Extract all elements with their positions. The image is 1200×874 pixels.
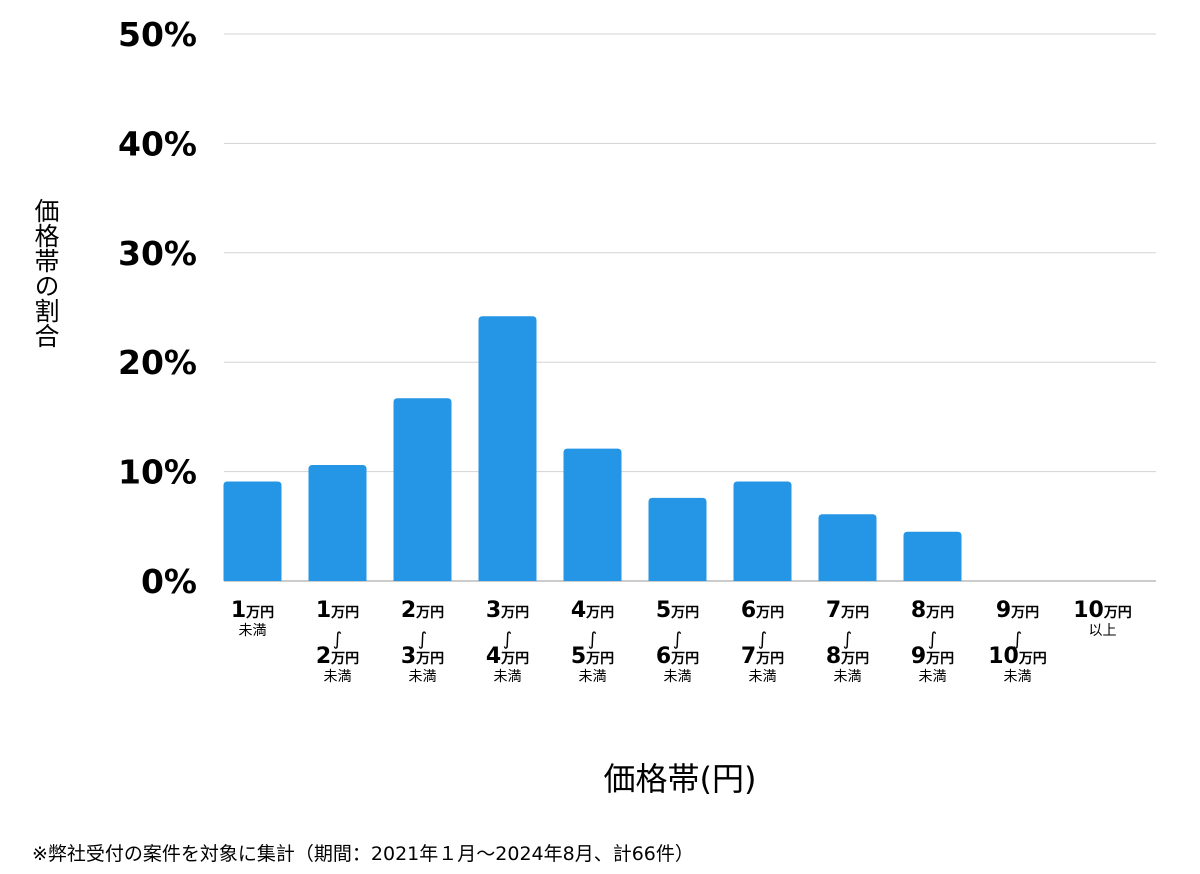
x-tick-range-mark: ∫ <box>1013 629 1022 650</box>
bar <box>478 316 537 581</box>
x-tick-label: 2万円 <box>401 598 444 623</box>
x-tick-label: 5万円 <box>656 598 699 623</box>
x-tick-sublabel: 未満 <box>324 669 352 685</box>
x-tick-label: 4万円 <box>571 598 614 623</box>
x-tick-range-mark: ∫ <box>588 629 597 650</box>
y-tick-label: 20% <box>118 343 197 382</box>
x-tick-label: 7万円 <box>741 644 784 669</box>
x-tick-label: 8万円 <box>911 598 954 623</box>
x-tick-label: 9万円 <box>996 598 1039 623</box>
x-tick-range-mark: ∫ <box>333 629 342 650</box>
x-tick-sublabel: 未満 <box>919 669 947 685</box>
y-tick-label: 30% <box>118 234 197 273</box>
x-tick-sublabel: 以上 <box>1089 623 1117 639</box>
bar <box>308 465 367 581</box>
x-tick-label: 7万円 <box>826 598 869 623</box>
x-tick-range-mark: ∫ <box>503 629 512 650</box>
x-tick-range-mark: ∫ <box>843 629 852 650</box>
x-tick-label: 3万円 <box>486 598 529 623</box>
y-tick-label: 50% <box>118 15 197 54</box>
x-tick-range-mark: ∫ <box>418 629 427 650</box>
bar <box>818 514 877 581</box>
y-tick-label: 40% <box>118 124 197 163</box>
x-tick-label: 1万円 <box>231 598 274 623</box>
x-tick-range-mark: ∫ <box>673 629 682 650</box>
bar <box>648 497 707 581</box>
y-axis-title: 価格帯の割合 <box>31 198 60 348</box>
y-tick-label: 10% <box>118 453 197 492</box>
bar <box>223 481 282 581</box>
x-tick-label: 6万円 <box>656 644 699 669</box>
x-tick-label: 1万円 <box>316 598 359 623</box>
x-tick-sublabel: 未満 <box>834 669 862 685</box>
x-tick-sublabel: 未満 <box>239 623 267 639</box>
bar <box>393 398 452 581</box>
bar <box>903 531 962 581</box>
x-tick-sublabel: 未満 <box>494 669 522 685</box>
x-tick-label: 6万円 <box>741 598 784 623</box>
x-tick-label: 10万円 <box>1073 598 1132 623</box>
x-tick-label: 8万円 <box>826 644 869 669</box>
bar <box>733 481 792 581</box>
x-tick-range-mark: ∫ <box>928 629 937 650</box>
x-tick-label: 9万円 <box>911 644 954 669</box>
x-tick-sublabel: 未満 <box>1004 669 1032 685</box>
x-tick-sublabel: 未満 <box>409 669 437 685</box>
bar <box>563 448 622 581</box>
x-axis-title: 価格帯(円) <box>603 760 757 798</box>
x-tick-sublabel: 未満 <box>579 669 607 685</box>
x-tick-label: 3万円 <box>401 644 444 669</box>
x-tick-range-mark: ∫ <box>758 629 767 650</box>
x-tick-sublabel: 未満 <box>749 669 777 685</box>
x-tick-label: 2万円 <box>316 644 359 669</box>
x-tick-label: 4万円 <box>486 644 529 669</box>
x-tick-label: 10万円 <box>988 644 1047 669</box>
x-tick-sublabel: 未満 <box>664 669 692 685</box>
y-tick-label: 0% <box>141 562 197 601</box>
x-tick-label: 5万円 <box>571 644 614 669</box>
footnote: ※弊社受付の案件を対象に集計（期間：2021年１月～2024年8月、計66件） <box>32 843 694 865</box>
